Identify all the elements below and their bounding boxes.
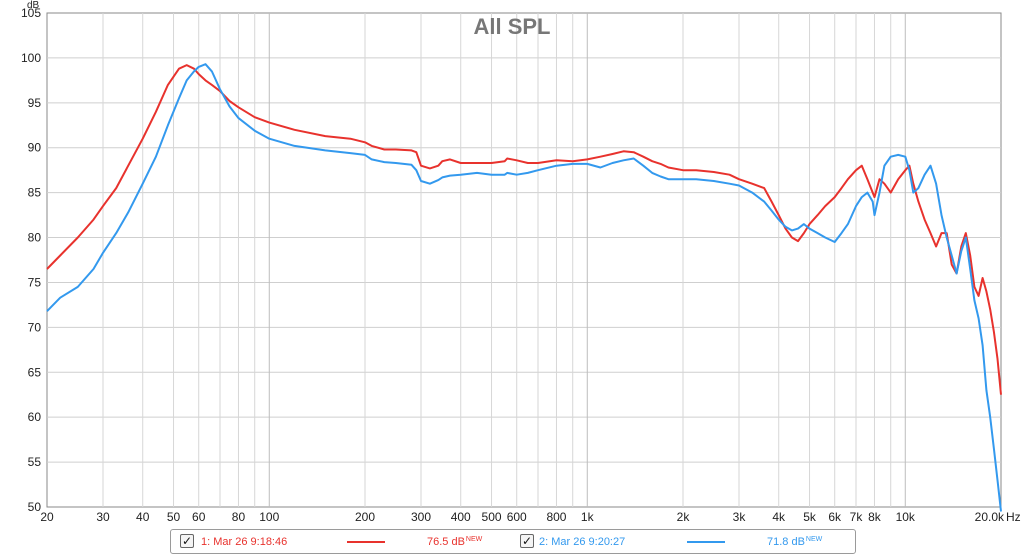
x-tick-label: 200 [355,510,375,524]
legend-level-value-1: 76.5 dB [427,536,465,548]
series-lines [46,63,1002,512]
legend-item-2[interactable]: ✓ 2: Mar 26 9:20:27 71.8 dBNEW [511,530,857,553]
x-tick-label: 8k [868,510,882,524]
x-tick-label: 3k [733,510,747,524]
x-tick-label: 1k [581,510,595,524]
y-tick-label: 80 [28,231,42,245]
x-axis-unit: Hz [1006,510,1021,524]
spl-chart: 50 55 60 65 70 75 80 85 90 95 100 105 20 30 40 50 60 80 1… [21,0,1021,524]
x-tick-label: 100 [259,510,279,524]
y-tick-label: 75 [28,275,42,289]
x-tick-label: 10k [896,510,916,524]
legend-swatch-1 [347,541,385,543]
legend-item-1[interactable]: ✓ 1: Mar 26 9:18:46 76.5 dBNEW [171,530,511,553]
legend-level-1: 76.5 dBNEW [427,536,482,548]
y-tick-label: 60 [28,410,42,424]
x-tick-label: 300 [411,510,431,524]
x-tick-label: 4k [772,510,786,524]
y-tick-label: 105 [21,6,41,20]
x-tick-label: 20.0k [975,510,1005,524]
x-tick-label: 2k [677,510,691,524]
legend-label-2: 2: Mar 26 9:20:27 [539,536,626,548]
legend-bar: ✓ 1: Mar 26 9:18:46 76.5 dBNEW ✓ 2: Mar … [170,529,856,554]
y-tick-label: 95 [28,96,42,110]
legend-new-badge-2: NEW [805,536,823,543]
x-tick-label: 50 [167,510,181,524]
y-tick-label: 100 [21,51,41,65]
x-tick-label: 30 [96,510,110,524]
series-line-2 [46,63,1002,512]
x-tick-label: 600 [507,510,527,524]
y-axis-ticks: 50 55 60 65 70 75 80 85 90 95 100 105 [21,6,41,514]
x-tick-label: 5k [803,510,817,524]
legend-checkbox-1[interactable]: ✓ [180,534,194,548]
y-tick-label: 70 [28,320,42,334]
y-tick-label: 50 [28,500,42,514]
y-tick-label: 85 [28,186,42,200]
x-axis-ticks: 20 30 40 50 60 80 100 200 300 400 500 600 800 1k 2k 3k 4… [40,510,1005,524]
grid-lines [47,13,1001,507]
legend-new-badge-1: NEW [465,536,483,543]
x-tick-label: 60 [192,510,206,524]
y-tick-label: 65 [28,365,42,379]
series-line-1 [46,64,1002,395]
x-tick-label: 400 [451,510,471,524]
y-axis-unit: dB [27,0,40,11]
x-tick-label: 500 [482,510,502,524]
x-tick-label: 80 [232,510,246,524]
y-tick-label: 90 [28,141,42,155]
legend-swatch-2 [687,541,725,543]
x-tick-label: 20 [40,510,54,524]
x-tick-label: 7k [850,510,864,524]
plot-area [46,12,1002,508]
legend-level-value-2: 71.8 dB [767,536,805,548]
legend-level-2: 71.8 dBNEW [767,536,822,548]
y-tick-label: 55 [28,455,42,469]
legend-checkbox-2[interactable]: ✓ [520,534,534,548]
legend-label-1: 1: Mar 26 9:18:46 [201,536,288,548]
x-tick-label: 6k [828,510,842,524]
x-tick-label: 800 [546,510,566,524]
x-tick-label: 40 [136,510,150,524]
chart-title: All SPL [473,14,550,39]
